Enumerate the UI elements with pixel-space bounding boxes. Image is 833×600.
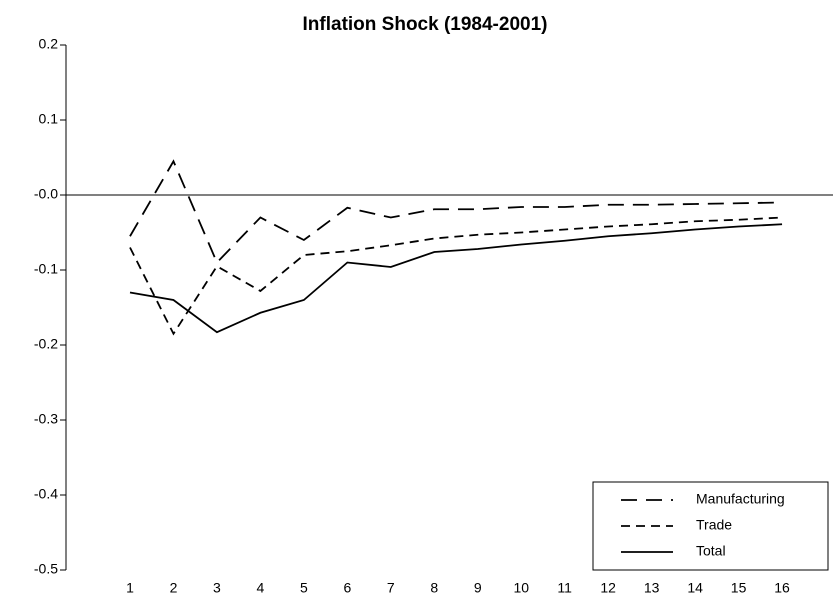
x-tick-label: 11 bbox=[557, 580, 572, 596]
x-tick-label: 3 bbox=[213, 580, 221, 596]
legend-box bbox=[592, 481, 829, 571]
x-tick-label: 5 bbox=[300, 580, 308, 596]
x-tick-label: 1 bbox=[126, 580, 134, 596]
legend-label: Manufacturing bbox=[696, 491, 785, 507]
series-line bbox=[129, 223, 783, 334]
x-tick-label: 8 bbox=[430, 580, 438, 596]
y-tick-label: 0.2 bbox=[39, 36, 59, 52]
x-tick-label: 6 bbox=[343, 580, 351, 596]
legend-label: Total bbox=[696, 543, 726, 559]
y-tick-label: -0.3 bbox=[34, 411, 58, 427]
x-tick-label: 12 bbox=[600, 580, 616, 596]
x-tick-label: 4 bbox=[257, 580, 265, 596]
x-tick-label: 7 bbox=[387, 580, 395, 596]
legend-label: Trade bbox=[696, 517, 732, 533]
x-tick-label: 10 bbox=[513, 580, 529, 596]
x-tick-label: 15 bbox=[731, 580, 747, 596]
y-tick-label: -0.4 bbox=[34, 486, 58, 502]
x-tick-label: 2 bbox=[170, 580, 178, 596]
chart-title: Inflation Shock (1984-2001) bbox=[303, 14, 548, 35]
y-tick-label: -0.2 bbox=[34, 336, 58, 352]
x-tick-label: 9 bbox=[474, 580, 482, 596]
y-tick-label: -0.0 bbox=[34, 186, 58, 202]
x-tick-label: 13 bbox=[644, 580, 660, 596]
y-tick-label: -0.1 bbox=[34, 261, 58, 277]
series-line bbox=[129, 216, 783, 336]
x-tick-label: 16 bbox=[774, 580, 790, 596]
y-tick-label: -0.5 bbox=[34, 561, 58, 577]
series-line bbox=[129, 159, 783, 265]
y-tick-label: 0.1 bbox=[39, 111, 59, 127]
x-tick-label: 14 bbox=[687, 580, 703, 596]
